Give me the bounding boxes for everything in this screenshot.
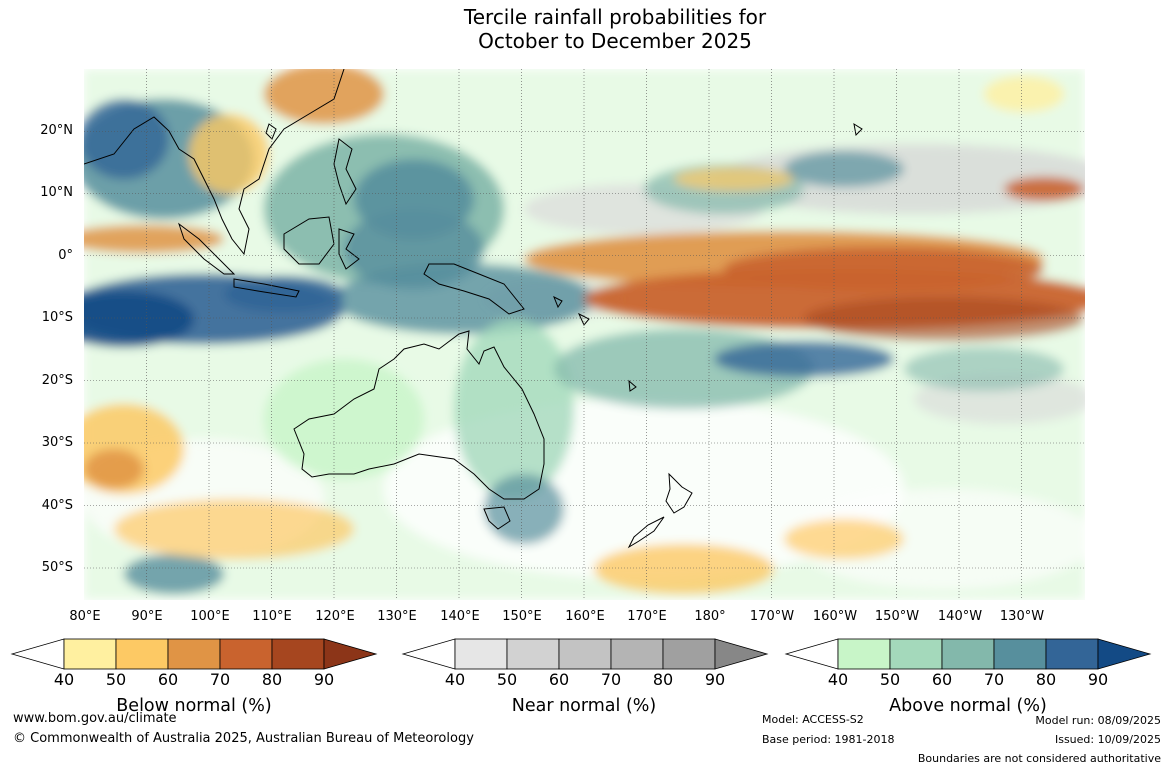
lon-label-150w: 150°W xyxy=(874,609,920,624)
cbar-below-seg-4 xyxy=(219,638,273,670)
cbar-above-tick-40: 40 xyxy=(827,670,849,689)
colorbar-near-normal xyxy=(401,638,769,670)
cbar-below-seg-1 xyxy=(63,638,117,670)
lat-label-50s: 50°S xyxy=(41,560,73,575)
lat-label-20n: 20°N xyxy=(40,123,73,138)
colorbar-below-normal xyxy=(10,638,378,670)
lon-label-150e: 150°E xyxy=(502,609,542,624)
cbar-above-seg-4 xyxy=(993,638,1047,670)
cbar-near-tick-70: 70 xyxy=(600,670,622,689)
coastlines xyxy=(84,69,863,549)
cbar-below-seg-3 xyxy=(167,638,221,670)
cbar-below-tick-40: 40 xyxy=(53,670,75,689)
footer-issued: Issued: 10/09/2025 xyxy=(1054,733,1161,746)
lon-label-170e: 170°E xyxy=(627,609,667,624)
cbar-near-tick-50: 50 xyxy=(496,670,518,689)
cbar-title-below-normal: Below normal (%) xyxy=(116,696,272,716)
cbar-below-tick-80: 80 xyxy=(261,670,283,689)
lon-label-80e: 80°E xyxy=(69,609,101,624)
cbar-near-seg-6 xyxy=(714,638,769,670)
rainfall-probability-map xyxy=(84,69,1085,600)
colorbar-above-normal xyxy=(784,638,1152,670)
cbar-below-seg-6 xyxy=(323,638,378,670)
cbar-near-tick-80: 80 xyxy=(652,670,674,689)
cbar-near-tick-90: 90 xyxy=(704,670,726,689)
cbar-above-seg-1 xyxy=(837,638,891,670)
cbar-above-seg-5 xyxy=(1045,638,1099,670)
lat-label-10s: 10°S xyxy=(41,310,73,325)
cbar-near-seg-4 xyxy=(610,638,664,670)
cbar-near-seg-1 xyxy=(454,638,508,670)
cbar-above-tick-60: 60 xyxy=(931,670,953,689)
cbar-below-tick-70: 70 xyxy=(209,670,231,689)
lat-label-0: 0° xyxy=(58,248,73,263)
lon-label-130w: 130°W xyxy=(999,609,1045,624)
lon-label-140e: 140°E xyxy=(440,609,480,624)
lon-label-180: 180° xyxy=(694,609,726,624)
lon-label-160e: 160°E xyxy=(565,609,605,624)
lon-label-110e: 110°E xyxy=(252,609,292,624)
cbar-title-above-normal: Above normal (%) xyxy=(889,696,1047,716)
cbar-below-tick-60: 60 xyxy=(157,670,179,689)
lat-label-40s: 40°S xyxy=(41,498,73,513)
footer-copyright: © Commonwealth of Australia 2025, Austra… xyxy=(13,731,474,746)
cbar-near-seg-2 xyxy=(506,638,560,670)
map-title-line1: Tercile rainfall probabilities for xyxy=(463,5,767,29)
cbar-near-seg-5 xyxy=(662,638,716,670)
cbar-above-seg-2 xyxy=(889,638,943,670)
cbar-above-seg-3 xyxy=(941,638,995,670)
cbar-near-seg-3 xyxy=(558,638,612,670)
lon-label-140w: 140°W xyxy=(937,609,983,624)
cbar-above-seg-6 xyxy=(1097,638,1152,670)
cbar-below-seg-5 xyxy=(271,638,325,670)
footer-model: Model: ACCESS-S2 xyxy=(762,713,864,726)
lon-label-160w: 160°W xyxy=(812,609,858,624)
lon-label-90e: 90°E xyxy=(131,609,163,624)
map-title-line2: October to December 2025 xyxy=(478,29,752,53)
cbar-above-seg-0 xyxy=(784,638,839,670)
lat-label-10n: 10°N xyxy=(40,185,73,200)
cbar-below-seg-2 xyxy=(115,638,169,670)
lat-label-20s: 20°S xyxy=(41,373,73,388)
cbar-above-tick-80: 80 xyxy=(1035,670,1057,689)
lat-label-30s: 30°S xyxy=(41,435,73,450)
cbar-title-near-normal: Near normal (%) xyxy=(511,696,657,716)
cbar-below-tick-90: 90 xyxy=(313,670,335,689)
cbar-near-tick-60: 60 xyxy=(548,670,570,689)
footer-base-period: Base period: 1981-2018 xyxy=(762,733,895,746)
lon-label-130e: 130°E xyxy=(377,609,417,624)
cbar-above-tick-50: 50 xyxy=(879,670,901,689)
graticule xyxy=(84,69,1085,600)
cbar-near-tick-40: 40 xyxy=(444,670,466,689)
cbar-below-seg-0 xyxy=(10,638,65,670)
cbar-above-tick-90: 90 xyxy=(1087,670,1109,689)
cbar-near-seg-0 xyxy=(401,638,456,670)
footer-website: www.bom.gov.au/climate xyxy=(13,711,177,726)
probability-shading xyxy=(84,69,1085,600)
footer-model-run: Model run: 08/09/2025 xyxy=(1035,714,1161,727)
lon-label-120e: 120°E xyxy=(315,609,355,624)
lon-label-170w: 170°W xyxy=(749,609,795,624)
lon-label-100e: 100°E xyxy=(190,609,230,624)
footer-disclaimer: Boundaries are not considered authoritat… xyxy=(917,752,1161,765)
cbar-above-tick-70: 70 xyxy=(983,670,1005,689)
cbar-below-tick-50: 50 xyxy=(105,670,127,689)
